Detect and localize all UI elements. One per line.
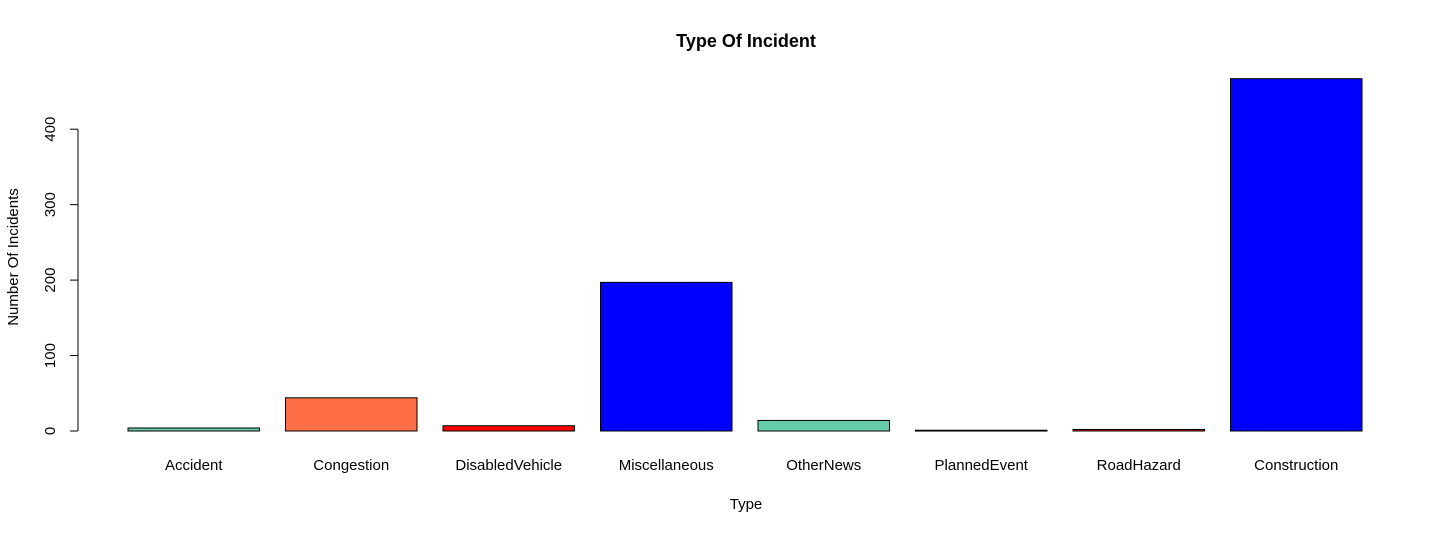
y-axis-label: Number Of Incidents (5, 188, 22, 326)
bar-miscellaneous (600, 281, 733, 432)
y-tick-label: 200 (42, 268, 59, 293)
y-tick-label: 100 (42, 343, 59, 368)
bar-accident (127, 427, 260, 432)
y-tick-label: 400 (42, 117, 59, 142)
x-tick-label: Miscellaneous (619, 457, 714, 474)
x-tick-label: Congestion (313, 457, 389, 474)
y-axis: 0 100 200 300 400 (42, 117, 79, 435)
x-tick-label: RoadHazard (1097, 457, 1181, 474)
x-tick-label: Construction (1254, 457, 1338, 474)
bar-roadhazard (1072, 428, 1205, 432)
x-axis-label: Type (730, 496, 763, 513)
bar-construction (1230, 78, 1363, 432)
bar-disabledvehicle (442, 425, 575, 432)
chart-title: Type Of Incident (676, 31, 816, 51)
bar-othernews (757, 419, 890, 432)
x-tick-labels: Accident Congestion DisabledVehicle Miscell… (165, 457, 1338, 474)
bar-plannedevent (915, 429, 1048, 432)
x-tick-label: OtherNews (786, 457, 861, 474)
x-tick-label: Accident (165, 457, 223, 474)
y-tick-label: 0 (42, 427, 59, 435)
x-tick-label: PlannedEvent (935, 457, 1029, 474)
bar-congestion (285, 397, 418, 432)
bars-group (127, 78, 1363, 432)
x-tick-label: DisabledVehicle (455, 457, 562, 474)
y-tick-label: 300 (42, 192, 59, 217)
